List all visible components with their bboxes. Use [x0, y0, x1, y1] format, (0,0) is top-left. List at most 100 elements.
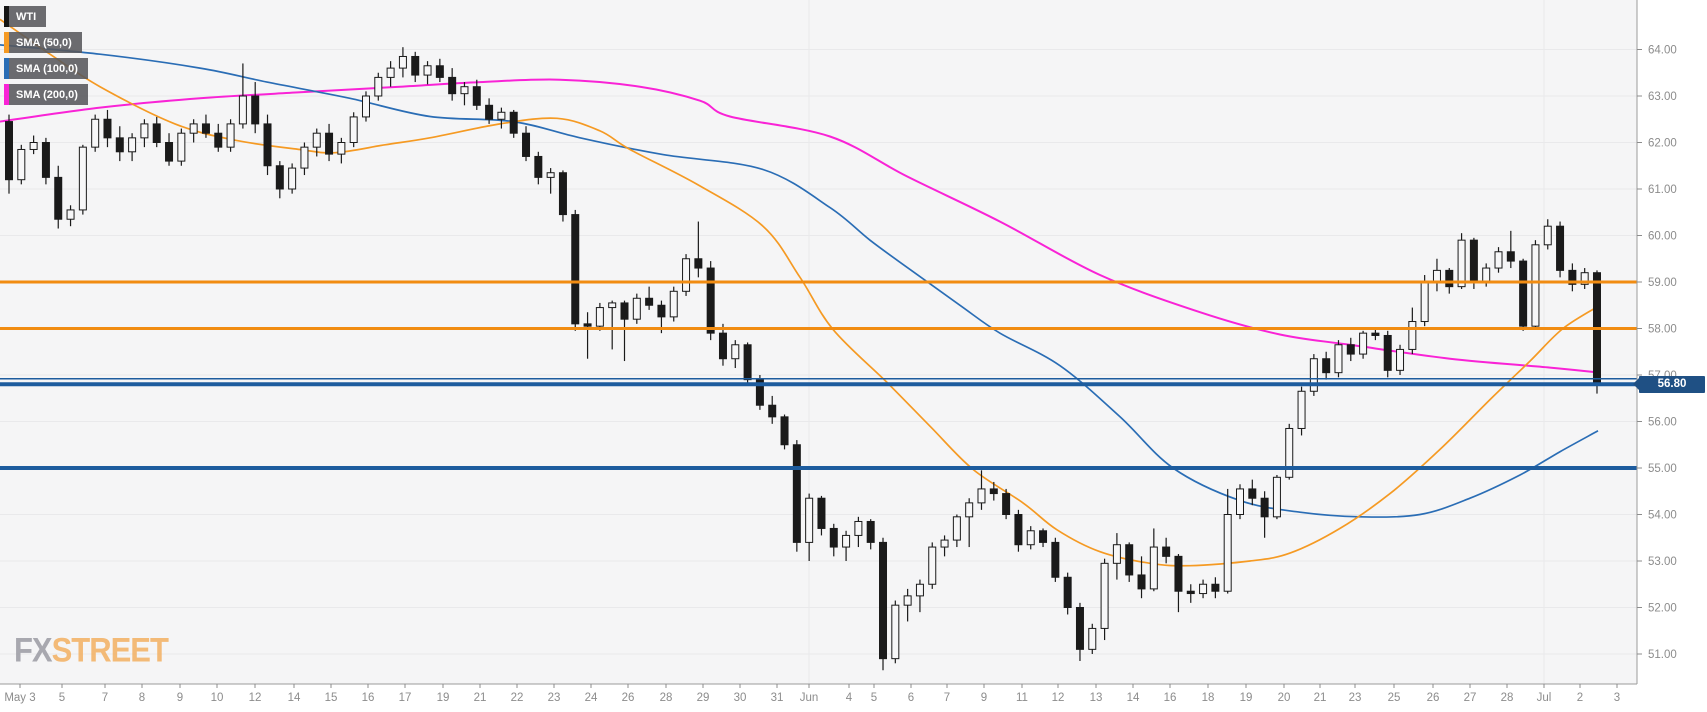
legend-item-sma200: SMA (200,0)	[4, 84, 88, 105]
svg-text:51.00: 51.00	[1648, 649, 1677, 661]
candle	[1125, 542, 1134, 582]
svg-text:11: 11	[1016, 692, 1028, 704]
candles-layer	[5, 47, 1601, 671]
price-axis[interactable]: 64.0063.0062.0061.0060.0059.0058.0057.00…	[1637, 45, 1677, 662]
candle	[632, 293, 641, 324]
candle	[1285, 423, 1294, 480]
svg-text:14: 14	[1127, 692, 1140, 704]
legend-label-sma50: SMA (50,0)	[9, 32, 82, 53]
candle	[1592, 270, 1601, 394]
svg-text:4: 4	[846, 692, 853, 704]
svg-text:17: 17	[399, 692, 412, 704]
candle	[1371, 328, 1380, 341]
candle	[275, 161, 284, 199]
candle	[1026, 526, 1035, 550]
legend-item-wti: WTI	[4, 6, 88, 27]
candle	[1075, 602, 1084, 661]
candle	[29, 135, 38, 155]
svg-text:13: 13	[1090, 692, 1103, 704]
time-axis[interactable]: May 3 5 7 8 9 10 12 14 15 16 17 19 21 22 23 24 26 28 29 30 3…	[4, 684, 1620, 704]
svg-text:23: 23	[1349, 692, 1362, 704]
candle	[620, 300, 629, 362]
candle	[1199, 579, 1208, 599]
candle	[792, 440, 801, 552]
candle	[1088, 623, 1097, 654]
candle	[854, 516, 863, 548]
candle	[1494, 247, 1503, 273]
sma50-line	[0, 18, 1601, 567]
sma200-line	[0, 78, 1601, 374]
candle	[903, 588, 912, 622]
candle	[928, 542, 937, 589]
candle	[1408, 307, 1417, 355]
svg-text:Jul: Jul	[1537, 692, 1552, 704]
candle	[1457, 233, 1466, 289]
svg-text:23: 23	[548, 692, 561, 704]
svg-text:22: 22	[511, 692, 524, 704]
candle	[115, 126, 124, 162]
legend-label-sma200: SMA (200,0)	[9, 84, 88, 105]
candle	[411, 51, 420, 83]
candle	[706, 261, 715, 341]
candle	[165, 133, 174, 166]
candle	[251, 82, 260, 134]
svg-text:12: 12	[1052, 692, 1065, 704]
candle	[226, 119, 235, 152]
svg-text:18: 18	[1202, 692, 1215, 704]
candle	[915, 579, 924, 613]
svg-text:12: 12	[249, 692, 262, 704]
svg-text:59.00: 59.00	[1648, 277, 1677, 289]
sma100-color-bar-icon	[4, 58, 9, 79]
candle	[485, 98, 494, 124]
svg-text:10: 10	[211, 692, 224, 704]
svg-text:60.00: 60.00	[1648, 231, 1677, 243]
candle	[1039, 528, 1048, 548]
candle	[1383, 330, 1392, 378]
candle	[189, 119, 198, 143]
svg-text:May 3: May 3	[4, 692, 35, 704]
candle	[1063, 572, 1072, 615]
candle	[361, 91, 370, 122]
last-price-tag: 56.80	[1633, 375, 1705, 393]
svg-text:6: 6	[908, 692, 914, 704]
svg-text:Jun: Jun	[800, 692, 819, 704]
candle	[546, 168, 555, 194]
candle	[989, 481, 998, 501]
candle	[694, 221, 703, 278]
candle	[325, 123, 334, 162]
svg-text:14: 14	[288, 692, 301, 704]
candle	[595, 302, 604, 331]
candle	[718, 323, 727, 366]
candle	[5, 114, 13, 194]
legend-item-sma50: SMA (50,0)	[4, 32, 88, 53]
candle	[238, 63, 247, 129]
svg-text:16: 16	[362, 692, 375, 704]
wti-color-bar-icon	[4, 6, 9, 27]
candle	[829, 523, 838, 557]
candle	[1334, 340, 1343, 378]
candle	[472, 79, 481, 110]
svg-text:8: 8	[139, 692, 145, 704]
svg-text:26: 26	[622, 692, 635, 704]
candle	[312, 128, 321, 157]
candle	[509, 109, 518, 138]
candle	[842, 530, 851, 561]
candle	[755, 375, 764, 410]
svg-text:52.00: 52.00	[1648, 603, 1677, 615]
svg-text:30: 30	[734, 692, 747, 704]
candle	[891, 600, 900, 664]
candle	[201, 114, 210, 138]
candle	[128, 133, 137, 162]
watermark-fx: FX	[14, 630, 53, 670]
candle	[349, 112, 358, 148]
candle	[780, 414, 789, 450]
candle	[1248, 479, 1257, 506]
candle	[1568, 263, 1577, 292]
candle	[534, 151, 543, 185]
svg-text:5: 5	[871, 692, 877, 704]
candle	[1359, 330, 1368, 359]
svg-text:64.00: 64.00	[1648, 45, 1677, 57]
svg-text:9: 9	[177, 692, 183, 704]
fxstreet-watermark: FXSTREET	[14, 630, 169, 670]
